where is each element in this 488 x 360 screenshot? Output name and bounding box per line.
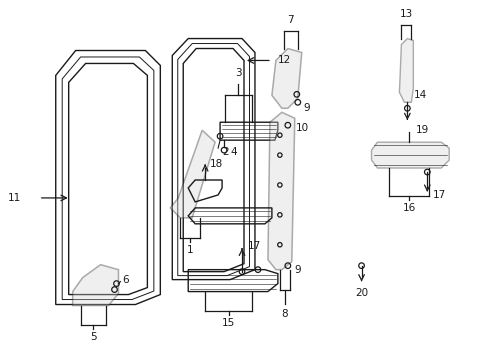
Text: 9: 9	[303, 103, 310, 113]
Text: 2: 2	[222, 147, 228, 157]
Text: 3: 3	[234, 68, 241, 78]
Text: 15: 15	[222, 319, 235, 328]
Text: 8: 8	[281, 310, 287, 319]
Text: 6: 6	[122, 275, 129, 285]
Text: 11: 11	[8, 193, 21, 203]
Text: 20: 20	[354, 288, 367, 298]
Text: 12: 12	[277, 55, 290, 66]
Text: 19: 19	[414, 125, 427, 135]
Text: 13: 13	[399, 9, 412, 19]
Text: 5: 5	[90, 332, 96, 342]
Polygon shape	[271, 49, 301, 108]
Text: 16: 16	[402, 203, 415, 213]
Text: 4: 4	[229, 147, 236, 157]
Text: 7: 7	[287, 15, 293, 24]
Polygon shape	[170, 130, 215, 218]
Polygon shape	[267, 112, 294, 270]
Text: 17: 17	[247, 241, 261, 251]
Polygon shape	[399, 39, 412, 102]
Text: 18: 18	[210, 159, 223, 169]
Polygon shape	[73, 265, 118, 306]
Polygon shape	[371, 142, 448, 168]
Text: 17: 17	[432, 190, 446, 200]
Text: 1: 1	[186, 245, 193, 255]
Text: 9: 9	[294, 265, 301, 275]
Text: 14: 14	[412, 90, 426, 100]
Text: 10: 10	[295, 123, 308, 133]
